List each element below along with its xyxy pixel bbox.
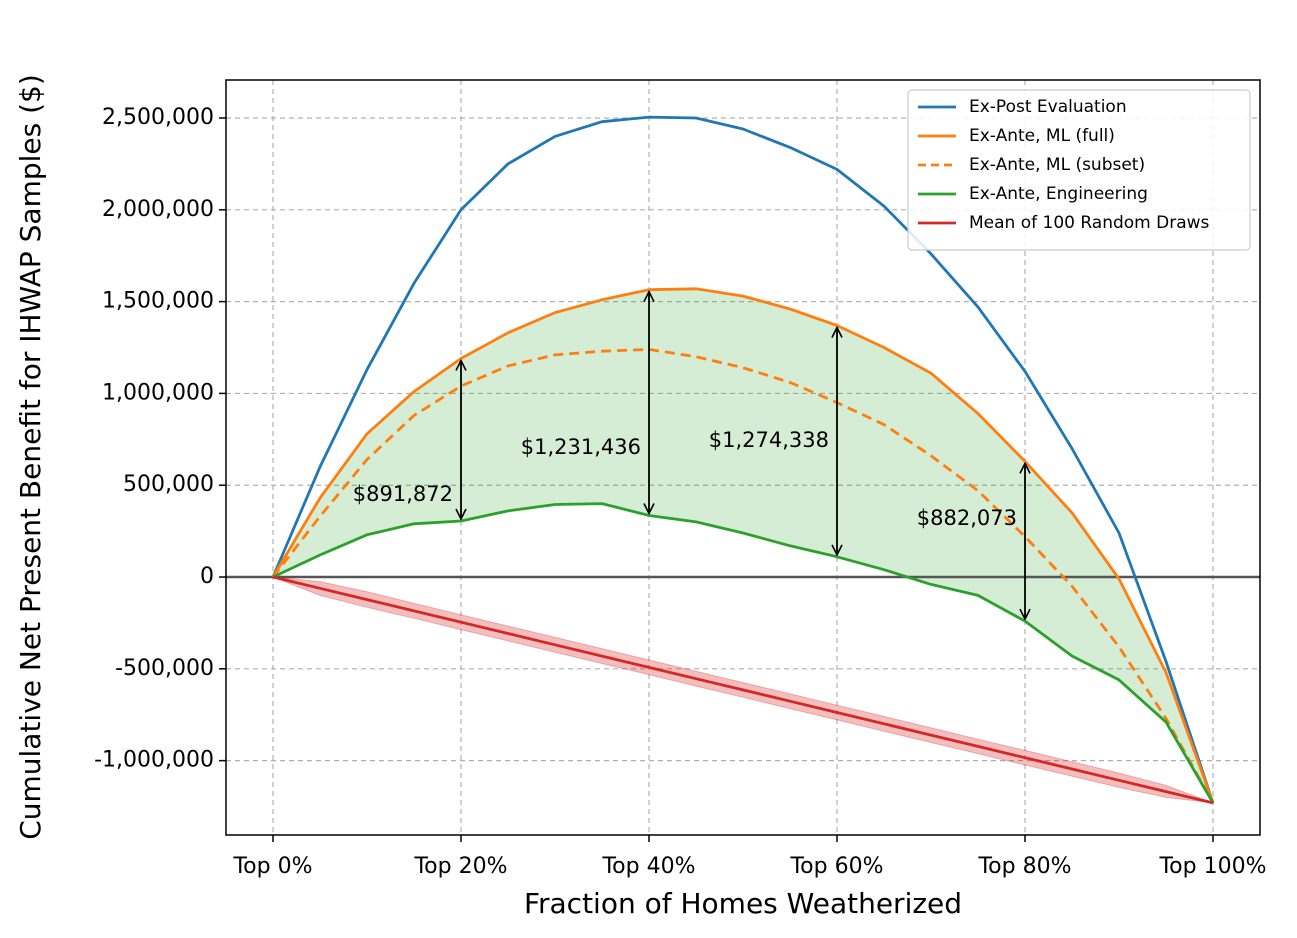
legend-box <box>907 89 1251 251</box>
x-tick-label: Top 40% <box>601 854 695 879</box>
series-line <box>271 347 1215 804</box>
y-axis-label: Cumulative Net Present Benefit for IHWAP… <box>14 74 47 840</box>
legend: Ex-Post Evaluation Ex-Ante, ML (full) Ex-A… <box>907 89 1251 251</box>
x-tick-label: Top 20% <box>413 854 507 879</box>
legend-label: Ex-Ante, Engineering <box>969 184 1148 204</box>
x-tick-label: Top 0% <box>232 854 312 879</box>
x-axis-label: Fraction of Homes Weatherized <box>524 887 962 920</box>
annotation-label: $1,274,338 <box>709 428 829 452</box>
y-tick-label: 0 <box>200 564 214 589</box>
plot-area <box>226 80 1260 835</box>
series-line <box>271 287 1215 804</box>
x-tick-label: Top 80% <box>977 854 1071 879</box>
annotation-label: $1,231,436 <box>521 435 641 459</box>
fill-between <box>273 288 1213 803</box>
y-tick-label: 2,500,000 <box>102 105 214 130</box>
series-line <box>271 115 1215 804</box>
y-tick-label: -500,000 <box>115 656 214 681</box>
x-tick-label: Top 100% <box>1158 854 1266 879</box>
legend-label: Mean of 100 Random Draws <box>969 213 1210 233</box>
legend-label: Ex-Ante, ML (subset) <box>969 155 1145 175</box>
y-tick-label: 1,000,000 <box>102 380 214 405</box>
y-tick-label: 2,000,000 <box>102 197 214 222</box>
axes-frame <box>225 79 1261 836</box>
legend-label: Ex-Post Evaluation <box>969 97 1127 117</box>
y-tick-label: 1,500,000 <box>102 289 214 314</box>
y-tick-label: 500,000 <box>123 472 214 497</box>
y-tick-label: -1,000,000 <box>94 748 214 773</box>
series-line <box>272 502 1215 804</box>
x-tick-label: Top 60% <box>789 854 883 879</box>
series-line <box>272 575 1214 805</box>
legend-label: Ex-Ante, ML (full) <box>969 126 1115 146</box>
annotation-label: $891,872 <box>353 482 453 506</box>
annotation-label: $882,073 <box>917 506 1017 530</box>
